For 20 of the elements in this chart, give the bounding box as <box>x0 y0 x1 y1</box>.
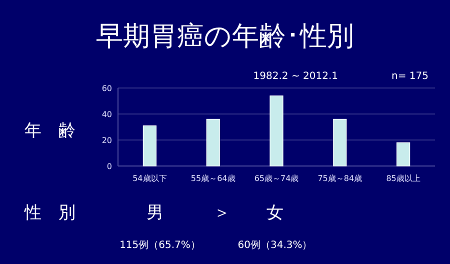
text: 女 <box>266 203 284 223</box>
chart-title: 早期胃癌の年齢･性別 <box>96 21 354 52</box>
y-tick-label: 40 <box>102 110 112 119</box>
x-tick-label: 65歳～74歳 <box>254 174 299 183</box>
x-tick-label: 55歳～64歳 <box>190 174 236 183</box>
text: n= 175 <box>392 71 428 82</box>
y-tick-label: 60 <box>102 84 112 93</box>
y-tick-label: 0 <box>106 162 112 171</box>
axis-y: 0 20 40 60 <box>102 84 436 171</box>
text: 男 <box>146 203 164 223</box>
x-tick-label: 54歳以下 <box>132 174 167 183</box>
y-tick-label: 20 <box>102 136 112 145</box>
text: 性 別 <box>24 203 76 223</box>
x-tick-label: 75歳～84歳 <box>318 174 362 183</box>
text: ＞ <box>214 203 230 223</box>
x-tick-label: 85歳以上 <box>386 174 420 183</box>
text: 115例（65.7%） <box>120 240 200 251</box>
text: 60例（34.3%） <box>238 240 312 251</box>
y-axis-title: 年 齢 <box>24 121 76 141</box>
text: 1982.2 ~ 2012.1 <box>253 71 338 82</box>
